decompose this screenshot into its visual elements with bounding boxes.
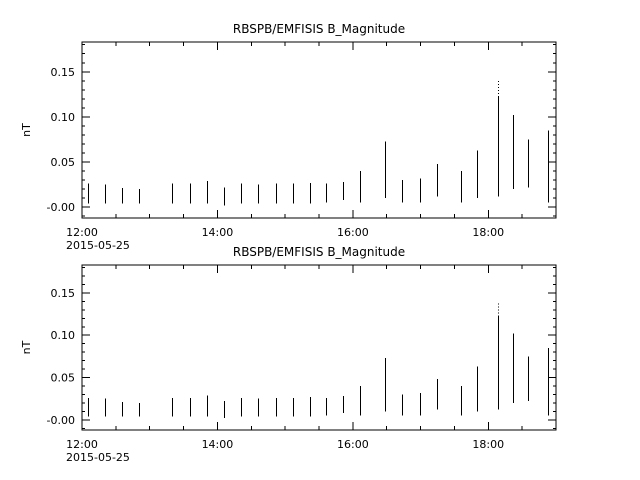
y-tick-label: 0.15 bbox=[51, 287, 76, 300]
y-axis-label: nT bbox=[20, 123, 33, 137]
x-tick-label: 14:00 bbox=[202, 226, 234, 239]
x-tick-label: 12:00 bbox=[66, 226, 98, 239]
y-tick-label: -0.00 bbox=[47, 201, 75, 214]
x-tick-label: 18:00 bbox=[472, 226, 504, 239]
y-tick-label: 0.10 bbox=[51, 111, 76, 124]
axis-box bbox=[81, 264, 557, 431]
axis-box bbox=[81, 41, 557, 219]
date-label: 2015-05-25 bbox=[66, 451, 130, 464]
y-tick-label: 0.15 bbox=[51, 66, 76, 79]
date-label: 2015-05-25 bbox=[66, 239, 130, 252]
y-tick-label: 0.05 bbox=[51, 372, 76, 385]
x-tick-label: 16:00 bbox=[337, 226, 369, 239]
x-tick-label: 18:00 bbox=[472, 438, 504, 451]
x-tick-label: 16:00 bbox=[337, 438, 369, 451]
y-tick-label: 0.10 bbox=[51, 329, 76, 342]
plot-title: RBSPB/EMFISIS B_Magnitude bbox=[233, 22, 405, 36]
plot-title: RBSPB/EMFISIS B_Magnitude bbox=[233, 245, 405, 259]
y-tick-label: -0.00 bbox=[47, 414, 75, 427]
x-tick-label: 14:00 bbox=[202, 438, 234, 451]
y-axis-label: nT bbox=[20, 340, 33, 354]
y-tick-label: 0.05 bbox=[51, 156, 76, 169]
x-tick-label: 12:00 bbox=[66, 438, 98, 451]
